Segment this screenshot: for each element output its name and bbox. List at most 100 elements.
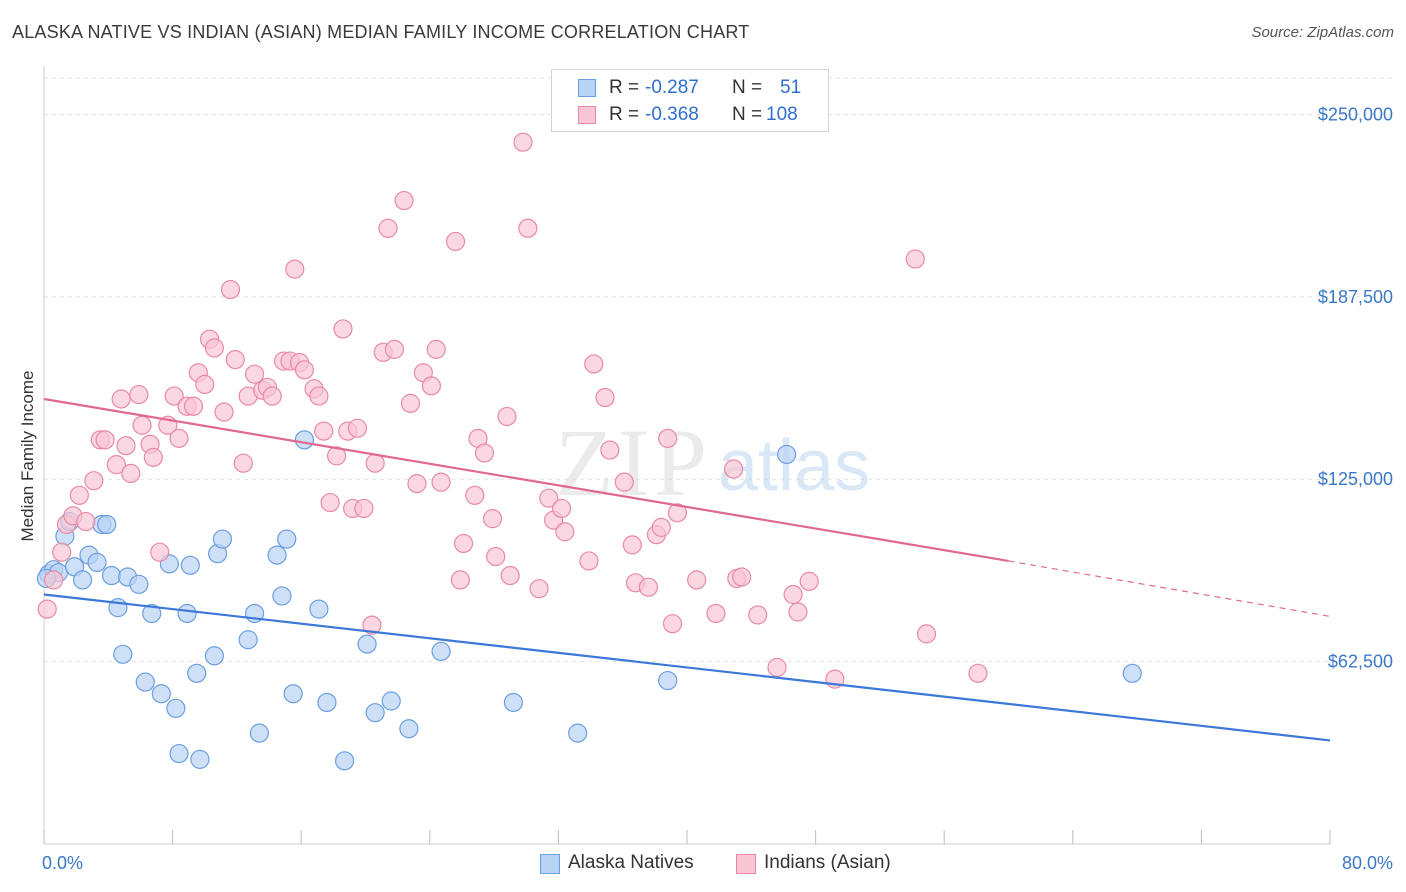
data-point	[195, 374, 215, 394]
data-point	[614, 472, 634, 492]
data-point	[595, 387, 615, 408]
legend-swatch-indians-asian	[578, 106, 596, 124]
data-point	[320, 492, 340, 513]
legend-n-label: N =	[732, 77, 763, 98]
data-point	[101, 565, 122, 586]
data-point	[497, 406, 517, 427]
watermark: ZIP atlas	[555, 409, 870, 516]
data-point	[1122, 663, 1142, 683]
trend-line-indians-asian-projection	[1008, 560, 1331, 617]
data-point	[277, 529, 297, 549]
data-point	[220, 279, 241, 300]
x-tick-label-max: 80.0%	[1342, 853, 1393, 873]
data-point	[381, 691, 401, 711]
trend-line-alaska-natives	[43, 593, 1331, 742]
data-point	[732, 567, 752, 587]
data-point	[106, 455, 126, 475]
data-point	[317, 692, 337, 713]
data-point	[129, 574, 149, 594]
data-point	[706, 603, 726, 624]
data-point	[233, 453, 253, 473]
data-point	[143, 447, 163, 467]
data-point	[204, 338, 224, 358]
data-point	[400, 393, 421, 413]
data-point	[169, 743, 189, 764]
data-point	[129, 385, 149, 405]
x-tick-label-min: 0.0%	[42, 853, 83, 873]
data-point	[365, 703, 385, 723]
data-point	[180, 555, 200, 575]
data-point	[486, 546, 506, 567]
data-point	[212, 529, 233, 549]
data-point	[294, 430, 315, 450]
data-point	[190, 749, 210, 769]
data-point	[365, 453, 385, 473]
data-point	[431, 641, 451, 662]
trend-lines	[43, 397, 1331, 742]
data-point	[309, 386, 329, 406]
data-point	[262, 386, 282, 406]
data-point	[518, 218, 538, 238]
legend-n-label: N =	[732, 104, 763, 125]
y-tick-label: $125,000	[1318, 469, 1393, 489]
data-point	[513, 132, 533, 152]
data-point	[244, 364, 265, 384]
data-point	[445, 231, 466, 252]
data-point	[622, 535, 642, 555]
data-point	[662, 614, 683, 634]
y-axis-title: Median Family Income	[18, 370, 37, 541]
data-point	[579, 551, 599, 571]
data-point	[294, 360, 315, 380]
data-point	[568, 723, 588, 743]
bottom-legend-label-alaska: Alaska Natives	[568, 852, 694, 873]
data-point	[426, 339, 446, 359]
correlation-legend: R = -0.287 N = 51 R = -0.368 N = 108	[551, 69, 829, 132]
chart-title: ALASKA NATIVE VS INDIAN (ASIAN) MEDIAN F…	[12, 22, 750, 42]
source-label: Source: ZipAtlas.com	[1251, 24, 1394, 41]
data-point	[658, 670, 678, 691]
data-point	[399, 719, 419, 739]
data-point	[347, 418, 368, 438]
bottom-legend-swatch-indians	[736, 854, 756, 874]
data-point	[309, 599, 329, 619]
y-tick-labels: $62,500 $125,000 $187,500 $250,000	[1318, 104, 1393, 671]
data-point	[555, 522, 575, 542]
legend-r-label: R =	[609, 104, 640, 125]
watermark-zip: ZIP	[555, 409, 711, 516]
data-point	[394, 190, 414, 211]
data-point	[164, 386, 184, 406]
data-point	[687, 570, 707, 590]
data-point	[183, 396, 204, 416]
data-point	[187, 663, 207, 683]
legend-n-value-alaska: 51	[780, 77, 802, 98]
data-point	[529, 579, 549, 599]
data-point	[335, 751, 355, 771]
data-point	[357, 634, 377, 654]
bottom-legend-swatch-alaska	[540, 854, 560, 874]
data-point	[238, 630, 258, 650]
data-point	[482, 509, 503, 529]
data-point	[539, 488, 559, 508]
y-tick-label: $187,500	[1318, 287, 1393, 307]
data-point	[135, 672, 155, 692]
data-point	[214, 402, 234, 422]
data-point	[166, 698, 186, 718]
data-point	[116, 436, 136, 456]
legend-r-value-indians: -0.368	[645, 104, 699, 125]
data-point	[225, 349, 245, 370]
data-point	[151, 684, 171, 704]
data-point	[450, 570, 470, 590]
data-point	[916, 624, 937, 644]
data-point	[76, 511, 96, 532]
data-point	[283, 684, 303, 704]
data-point	[584, 354, 604, 374]
bottom-legend-label-indians: Indians (Asian)	[764, 852, 891, 873]
series-indians-asian	[37, 132, 988, 689]
data-point	[132, 415, 152, 435]
data-point	[249, 723, 270, 743]
data-point	[777, 444, 797, 465]
data-point	[799, 571, 819, 591]
data-point	[905, 249, 925, 269]
legend-r-label: R =	[609, 77, 640, 98]
data-point	[97, 514, 117, 535]
